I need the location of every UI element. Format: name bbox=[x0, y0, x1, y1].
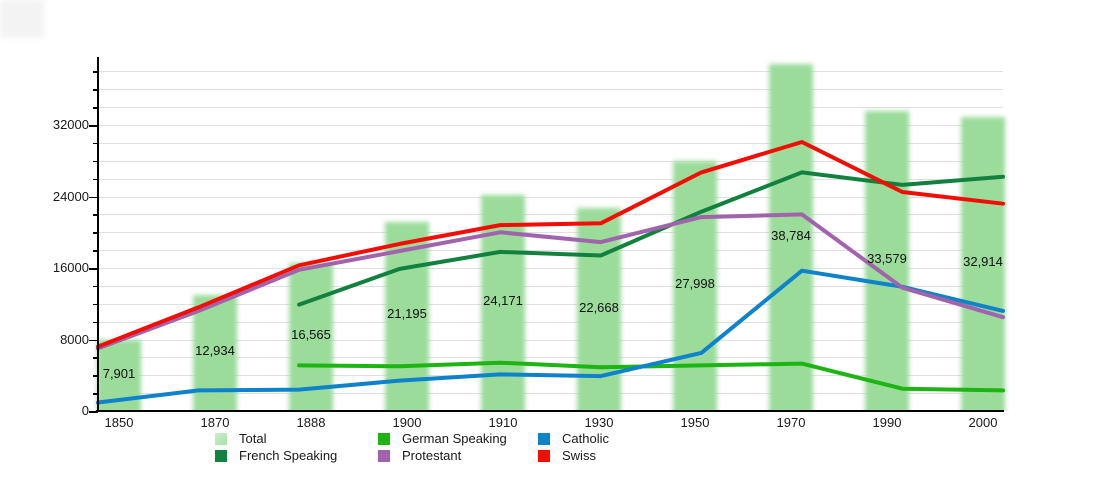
bar-value-label: 24,171 bbox=[483, 292, 523, 308]
legend-swatch-catholic bbox=[538, 432, 550, 445]
bar-value-label: 16,565 bbox=[291, 326, 331, 342]
legend-label: French Speaking bbox=[239, 448, 338, 463]
y-major-tick bbox=[89, 196, 98, 198]
legend-label: Protestant bbox=[402, 448, 462, 463]
grid-line bbox=[98, 125, 1003, 126]
y-minor-tick bbox=[93, 393, 98, 395]
x-tick-label: 1850 bbox=[104, 415, 134, 430]
y-minor-tick bbox=[93, 107, 98, 109]
corner-artifact bbox=[0, 0, 44, 38]
y-minor-tick bbox=[93, 303, 98, 306]
legend-item: Catholic bbox=[538, 430, 688, 447]
y-minor-tick bbox=[93, 250, 98, 252]
bar-value-label: 33,579 bbox=[867, 250, 907, 266]
bar-value-label: 32,914 bbox=[963, 253, 1003, 269]
x-tick-label: 1970 bbox=[776, 415, 806, 430]
y-tick-label: 8000 bbox=[60, 331, 89, 347]
y-tick-label: 16000 bbox=[52, 260, 89, 275]
y-minor-tick bbox=[93, 142, 98, 145]
y-tick-label: 24000 bbox=[52, 188, 89, 204]
bar-value-label: 7,901 bbox=[102, 365, 136, 381]
legend-item: Total bbox=[215, 430, 378, 447]
grid-line bbox=[98, 71, 1003, 73]
x-tick-label: 1888 bbox=[296, 415, 326, 430]
x-tick-label: 1950 bbox=[680, 415, 710, 430]
y-minor-tick bbox=[93, 375, 98, 377]
y-minor-tick bbox=[93, 285, 98, 288]
y-minor-tick bbox=[93, 232, 98, 234]
y-major-tick bbox=[89, 125, 98, 127]
legend-item: French Speaking bbox=[215, 447, 378, 464]
y-minor-tick bbox=[93, 71, 98, 73]
legend: Total French Speaking German Speaking Prote… bbox=[215, 430, 688, 464]
legend-item: Swiss bbox=[538, 447, 688, 464]
y-minor-tick bbox=[93, 357, 98, 359]
legend-item: German Speaking bbox=[378, 430, 538, 447]
y-major-tick bbox=[89, 411, 98, 413]
y-minor-tick bbox=[93, 160, 98, 163]
x-tick-label: 1990 bbox=[872, 415, 902, 430]
y-tick-label: 32000 bbox=[52, 117, 89, 132]
legend-swatch-total bbox=[215, 432, 227, 445]
x-tick-label: 1910 bbox=[488, 415, 518, 430]
bar-value-label: 21,195 bbox=[387, 306, 427, 322]
bar-value-label: 12,934 bbox=[195, 343, 235, 359]
legend-swatch-swiss bbox=[538, 449, 550, 462]
y-minor-tick bbox=[93, 321, 98, 324]
grid-line bbox=[98, 89, 1003, 91]
legend-label: Total bbox=[239, 431, 267, 446]
y-minor-tick bbox=[93, 89, 98, 91]
y-minor-tick bbox=[93, 178, 98, 181]
legend-label: Catholic bbox=[562, 431, 609, 446]
legend-label: Swiss bbox=[562, 448, 596, 463]
bar-value-label: 22,668 bbox=[579, 299, 619, 315]
grid-line bbox=[98, 107, 1003, 109]
legend-swatch-french-speaking bbox=[215, 449, 227, 462]
bar-value-label: 27,998 bbox=[675, 275, 715, 291]
y-major-tick bbox=[89, 268, 98, 270]
x-tick-label: 1930 bbox=[584, 415, 614, 430]
y-tick-label: 0 bbox=[81, 403, 89, 418]
x-tick-label: 1900 bbox=[392, 415, 422, 430]
y-minor-tick bbox=[93, 214, 98, 216]
legend-label: German Speaking bbox=[402, 431, 507, 446]
bar-value-label: 38,784 bbox=[771, 227, 811, 243]
x-tick-label: 1870 bbox=[200, 415, 230, 430]
y-axis-line bbox=[97, 57, 99, 411]
x-axis-line bbox=[96, 410, 1004, 413]
legend-item: Protestant bbox=[378, 447, 538, 464]
x-tick-label: 2000 bbox=[968, 415, 998, 430]
legend-swatch-protestant bbox=[378, 449, 390, 462]
legend-swatch-german-speaking bbox=[378, 432, 390, 445]
y-major-tick bbox=[89, 339, 98, 341]
bars-layer bbox=[97, 64, 1005, 411]
